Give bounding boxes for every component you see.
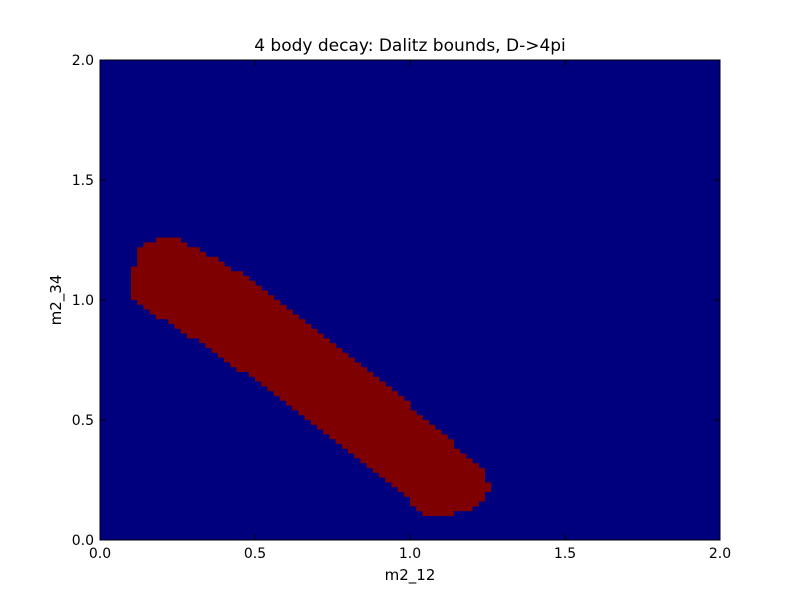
heatmap-cell-column	[441, 434, 448, 516]
chart-title: 4 body decay: Dalitz bounds, D->4pi	[254, 36, 566, 56]
heatmap-cell-column	[472, 463, 479, 507]
y-tick-label: 1.5	[72, 173, 94, 189]
x-axis-label: m2_12	[385, 566, 436, 585]
heatmap-cell-column	[341, 352, 349, 449]
heatmap-cell-column	[199, 252, 206, 344]
heatmap-cell-column	[279, 304, 287, 401]
y-tick-label: 1.0	[72, 293, 94, 309]
heatmap-cell-column	[354, 362, 361, 459]
x-tick-label: 0.5	[244, 546, 266, 562]
heatmap-cell-column	[422, 420, 430, 516]
heatmap-cell-column	[180, 242, 188, 334]
heatmap-region	[131, 237, 492, 516]
heatmap-cell-column	[168, 237, 175, 324]
heatmap-cell-column	[335, 348, 343, 444]
heatmap-cell-column	[224, 266, 231, 363]
heatmap-cell-column	[211, 256, 219, 353]
heatmap-cell-column	[447, 439, 454, 516]
heatmap-cell-column	[348, 357, 355, 454]
heatmap-cell-column	[286, 309, 293, 406]
y-axis-label: m2_34	[47, 275, 66, 326]
heatmap-cell-column	[162, 237, 169, 320]
heatmap-cell-column	[391, 391, 399, 488]
y-tick-label: 0.5	[72, 413, 94, 429]
heatmap-cell-column	[478, 468, 485, 502]
x-tick-label: 1.0	[399, 546, 421, 562]
heatmap-cell-column	[255, 285, 262, 382]
heatmap-cell-column	[292, 314, 299, 411]
heatmap-cell-column	[416, 415, 423, 512]
heatmap-cell-column	[372, 376, 380, 473]
heatmap-cell-column	[273, 300, 281, 396]
heatmap-cell-column	[261, 290, 268, 387]
heatmap-cell-column	[143, 242, 151, 310]
heatmap-cell-column	[230, 271, 237, 368]
heatmap-cell-column	[329, 343, 337, 440]
heatmap-cell-column	[310, 328, 318, 425]
heatmap-cell-column	[385, 386, 392, 483]
heatmap-cell-column	[242, 276, 250, 372]
heatmap-cell-column	[323, 338, 330, 435]
heatmap-cell-column	[317, 333, 324, 430]
x-tick-label: 1.5	[554, 546, 576, 562]
heatmap-cell-column	[267, 295, 275, 392]
heatmap-cell-column	[217, 261, 225, 358]
heatmap-cell-column	[248, 280, 256, 377]
heatmap-cell-column	[149, 242, 157, 315]
plot-area	[100, 60, 720, 540]
heatmap-cell-column	[205, 256, 213, 348]
heatmap-cell-column	[459, 453, 467, 512]
heatmap-cell-column	[155, 237, 163, 320]
heatmap-cell-column	[366, 372, 374, 468]
heatmap-cell-column	[137, 247, 144, 305]
heatmap-cell-column	[131, 266, 138, 300]
heatmap-cell-column	[403, 400, 411, 497]
heatmap-cell-column	[174, 237, 182, 329]
heatmap-cell-column	[453, 448, 461, 512]
x-tick-label: 2.0	[709, 546, 731, 562]
axes: 0.0 0.5 1.0 1.5 2.0 0.0 0.5 1.0 1.5 2.0	[72, 53, 731, 562]
heatmap-cell-column	[434, 429, 442, 516]
y-tick-label: 2.0	[72, 53, 94, 69]
heatmap-cell-column	[360, 367, 368, 464]
heatmap-cell-column	[186, 247, 194, 339]
x-tick-label: 0.0	[89, 546, 111, 562]
heatmap-cell-column	[236, 271, 244, 372]
heatmap-cell-column	[379, 381, 386, 478]
heatmap-cell-column	[193, 247, 200, 339]
heatmap-cell-column	[304, 324, 312, 420]
heatmap-cell-column	[428, 424, 436, 516]
y-tick-label: 0.0	[72, 533, 94, 549]
heatmap-cell-column	[465, 458, 473, 512]
heatmap-cell-column	[298, 319, 306, 416]
heatmap-cell-column	[410, 410, 417, 507]
heatmap-cell-column	[484, 482, 492, 492]
heatmap-cell-column	[397, 396, 405, 492]
